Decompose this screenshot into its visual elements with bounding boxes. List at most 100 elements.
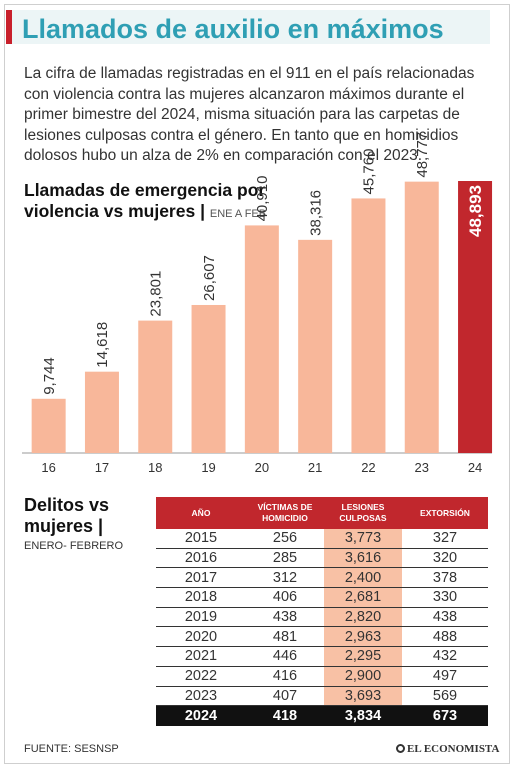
cell-homicidio: 446 (272, 648, 298, 665)
bar-value-label: 40,910 (254, 176, 271, 222)
header-homicidio: VÍCTIMAS DE HOMICIDIO (257, 502, 313, 523)
x-tick-label: 22 (361, 460, 375, 475)
x-tick-label: 23 (415, 460, 429, 475)
table-row: 2015 256 3,773 327 (156, 529, 488, 549)
chart-title-main: Llamadas de emergencia por violencia vs … (24, 180, 266, 221)
bar-20 (244, 225, 279, 453)
cell-homicidio: 438 (272, 609, 298, 626)
table-row: 2017 312 2,400 378 (156, 568, 488, 589)
cell-lesiones: 2,820 (324, 607, 402, 627)
bar-24 (458, 181, 493, 453)
cell-extorsion: 378 (432, 569, 458, 586)
table-row: 2019 438 2,820 438 (156, 607, 488, 628)
cell-homicidio: 406 (272, 589, 298, 606)
cell-homicidio: 481 (272, 628, 298, 645)
bar-value-label: 23,801 (148, 271, 165, 317)
cell-extorsion: 497 (432, 668, 458, 685)
x-tick-label: 21 (308, 460, 322, 475)
cell-ano: 2019 (184, 609, 218, 626)
chart-title: Llamadas de emergencia por violencia vs … (24, 180, 294, 225)
cell-lesiones: 3,834 (324, 706, 402, 727)
table-body: 2015 256 3,773 327 2016 285 3,616 320 2017 312 2,4… (156, 529, 488, 727)
cell-lesiones: 3,616 (324, 548, 402, 568)
bar-value-label: 14,618 (94, 322, 111, 368)
x-tick-label: 24 (468, 460, 482, 475)
cell-homicidio: 416 (272, 668, 298, 685)
header-extorsion: EXTORSIÓN (420, 507, 470, 518)
cell-ano: 2021 (184, 648, 218, 665)
bar-value-label: 48,893 (466, 185, 485, 237)
cell-lesiones: 2,963 (324, 627, 402, 647)
x-tick-label: 17 (95, 460, 109, 475)
cell-lesiones: 2,295 (324, 647, 402, 666)
cell-extorsion: 320 (432, 550, 458, 567)
cell-extorsion: 438 (432, 609, 458, 626)
cell-ano: 2023 (184, 687, 218, 704)
bar-chart: 9,744 16 14,618 17 23,801 18 26,607 19 40,910 20 3… (22, 132, 493, 475)
cell-ano: 2024 (184, 708, 218, 725)
bar-19 (191, 304, 226, 453)
table-row: 2020 481 2,963 488 (156, 627, 488, 648)
cell-homicidio: 312 (272, 569, 298, 586)
cell-extorsion: 488 (432, 628, 458, 645)
cell-extorsion: 569 (432, 687, 458, 704)
cell-extorsion: 330 (432, 589, 458, 606)
chart-title-sep: | (200, 201, 210, 221)
table-row: 2022 416 2,900 497 (156, 666, 488, 687)
cell-lesiones: 3,693 (324, 686, 402, 706)
bar-23 (404, 181, 439, 453)
bar-18 (138, 320, 173, 453)
cell-lesiones: 2,900 (324, 666, 402, 686)
brand-name: EL ECONOMISTA (407, 743, 500, 755)
x-tick-label: 19 (201, 460, 215, 475)
cell-extorsion: 327 (432, 530, 458, 547)
header-ano: AÑO (191, 507, 211, 518)
cell-homicidio: 418 (272, 708, 298, 725)
cell-ano: 2016 (184, 550, 218, 567)
cell-homicidio: 285 (272, 550, 298, 567)
header-lesiones: LESIONES CULPOSAS (339, 502, 387, 523)
table-row: 2024 418 3,834 673 (156, 706, 488, 727)
brand-logo: EL ECONOMISTA (396, 743, 499, 755)
bar-22 (351, 198, 386, 453)
bar-value-label: 48,777 (414, 132, 431, 178)
intro-paragraph: La cifra de llamadas registradas en el 9… (24, 65, 475, 164)
delitos-title-sep: | (93, 516, 104, 536)
delitos-title-line1: Delitos vs (24, 495, 110, 515)
bar-value-label: 38,316 (307, 190, 324, 236)
table-row: 2016 285 3,616 320 (156, 548, 488, 569)
delitos-table: AÑO VÍCTIMAS DE HOMICIDIO LESIONES CULPO… (156, 497, 488, 727)
delitos-title-line2-wrap: mujeres | (24, 516, 109, 537)
bar-value-label: 9,744 (41, 357, 58, 395)
x-tick-label: 16 (41, 460, 55, 475)
bar-value-label: 45,760 (361, 149, 378, 195)
cell-ano: 2022 (184, 668, 218, 685)
chart-title-sub: ENE A FEB (209, 208, 267, 220)
cell-ano: 2015 (184, 530, 218, 547)
cell-extorsion: 432 (432, 648, 458, 665)
bar-16 (31, 398, 66, 453)
bar-17 (84, 371, 119, 453)
table-row: 2021 446 2,295 432 (156, 647, 488, 667)
cell-extorsion: 673 (432, 708, 458, 725)
table-header: AÑO VÍCTIMAS DE HOMICIDIO LESIONES CULPO… (156, 497, 488, 529)
cell-ano: 2018 (184, 589, 218, 606)
delitos-title-line2: mujeres (24, 516, 94, 536)
delitos-subtitle: ENERO- FEBRERO (24, 540, 124, 552)
delitos-title: Delitos vs mujeres | (24, 495, 109, 537)
title-bar (6, 10, 490, 44)
bar-value-label: 26,607 (201, 255, 218, 301)
cell-lesiones: 2,400 (324, 568, 402, 588)
table-row: 2023 407 3,693 569 (156, 686, 488, 707)
cell-ano: 2020 (184, 628, 218, 645)
bar-21 (298, 239, 333, 453)
title-accent (6, 10, 12, 44)
x-tick-label: 18 (148, 460, 162, 475)
source-note: FUENTE: SESNSP (24, 743, 119, 755)
page-title: Llamados de auxilio en máximos (22, 14, 444, 44)
cell-lesiones: 2,681 (324, 588, 402, 607)
cell-homicidio: 407 (272, 687, 298, 704)
cell-ano: 2017 (184, 569, 218, 586)
table-row: 2018 406 2,681 330 (156, 588, 488, 608)
cell-homicidio: 256 (272, 530, 298, 547)
